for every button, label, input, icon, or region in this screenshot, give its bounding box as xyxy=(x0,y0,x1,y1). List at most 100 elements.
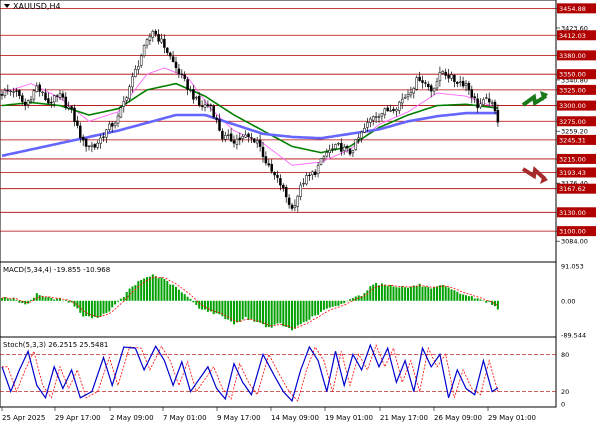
stoch-axis: 80 20 0 xyxy=(561,351,569,409)
level-tag-label-0: 3454.88 xyxy=(559,5,586,13)
candle-body-61 xyxy=(177,68,181,75)
macd-bar-153 xyxy=(444,286,447,301)
macd-bar-162 xyxy=(470,296,473,301)
level-tag-label-11: 3130.00 xyxy=(559,209,586,217)
macd-bar-165 xyxy=(479,299,482,301)
candle-body-37 xyxy=(108,123,111,130)
candle-body-80 xyxy=(232,140,236,144)
macd-bar-127 xyxy=(369,286,372,301)
candle-body-127 xyxy=(369,118,372,123)
candle-body-91 xyxy=(264,156,268,164)
symbol-title: XAUUSD,H4 xyxy=(4,2,61,11)
macd-bar-100 xyxy=(291,300,293,331)
candle-body-78 xyxy=(226,134,230,136)
candle-body-22 xyxy=(64,96,68,108)
candle-body-164 xyxy=(476,98,479,109)
level-tag-label-6: 3275.00 xyxy=(559,118,586,126)
candle-body-43 xyxy=(125,97,128,101)
macd-bar-168 xyxy=(488,300,491,302)
macd-bar-33 xyxy=(96,300,99,318)
candle-body-138 xyxy=(400,98,404,104)
macd-bar-49 xyxy=(143,278,146,301)
candle-body-17 xyxy=(50,101,53,104)
candle-body-31 xyxy=(90,144,94,147)
candle-body-8 xyxy=(23,101,27,106)
candle-body-152 xyxy=(441,71,445,74)
candle-body-59 xyxy=(171,56,175,62)
macd-tick-label-2: -89.544 xyxy=(561,332,586,340)
candle-body-75 xyxy=(218,119,221,131)
candle-body-126 xyxy=(366,122,369,128)
time-tick-label-3: 7 May 01:00 xyxy=(163,414,207,422)
dropdown-triangle-icon[interactable] xyxy=(4,4,10,8)
candle-body-147 xyxy=(427,83,430,88)
level-tag-5 xyxy=(557,100,596,111)
macd-bar-74 xyxy=(215,300,218,314)
candle-body-62 xyxy=(180,73,184,75)
candle-body-128 xyxy=(371,116,375,121)
level-tag-label-2: 3380.00 xyxy=(559,52,586,60)
macd-bar-103 xyxy=(299,300,302,325)
level-tag-8 xyxy=(557,153,596,164)
candle-body-167 xyxy=(485,97,488,99)
candle-body-117 xyxy=(340,143,343,152)
candle-body-149 xyxy=(432,87,436,92)
macd-signal-line xyxy=(1,276,499,329)
macd-bar-161 xyxy=(467,296,470,301)
macd-bar-32 xyxy=(93,300,96,317)
moving-averages xyxy=(1,67,499,166)
candle-body-115 xyxy=(334,144,337,149)
candle-body-112 xyxy=(325,152,329,157)
candle-body-93 xyxy=(270,164,273,172)
candle-body-77 xyxy=(224,135,227,140)
zigzag-down-arrow-icon xyxy=(521,166,548,184)
candle-body-102 xyxy=(296,195,300,207)
time-tick-label-2: 2 May 09:00 xyxy=(110,414,154,422)
candle-body-109 xyxy=(316,165,320,174)
candle-body-163 xyxy=(473,96,476,99)
time-tick-label-0: 25 Apr 2025 xyxy=(2,414,45,422)
macd-bar-125 xyxy=(363,293,366,301)
candle-body-130 xyxy=(377,116,381,118)
candle-body-34 xyxy=(99,137,102,144)
macd-bar-20 xyxy=(59,298,61,301)
macd-histogram xyxy=(1,274,499,331)
macd-bar-164 xyxy=(476,298,479,301)
macd-bar-137 xyxy=(398,287,401,301)
macd-bar-139 xyxy=(404,287,407,301)
candle-body-134 xyxy=(389,110,392,112)
macd-bar-37 xyxy=(108,300,111,312)
macd-bar-77 xyxy=(224,300,227,320)
macd-bar-146 xyxy=(424,286,427,301)
macd-bar-65 xyxy=(189,298,192,301)
macd-bar-25 xyxy=(73,300,76,307)
candle-body-32 xyxy=(93,144,97,148)
macd-bar-40 xyxy=(117,300,119,302)
candle-body-155 xyxy=(450,74,453,79)
candle-body-5 xyxy=(15,90,18,92)
macd-bar-0 xyxy=(1,298,3,301)
macd-bar-43 xyxy=(125,291,128,301)
time-tick-label-5: 14 May 09:00 xyxy=(271,414,319,422)
level-tag-label-5: 3300.00 xyxy=(559,102,586,110)
macd-bar-45 xyxy=(131,286,134,301)
candle-body-52 xyxy=(151,31,155,38)
candle-body-72 xyxy=(209,104,213,107)
macd-bar-128 xyxy=(372,284,375,301)
macd-bar-156 xyxy=(453,290,456,301)
candle-body-35 xyxy=(102,136,105,138)
macd-bar-151 xyxy=(438,285,441,301)
candle-body-87 xyxy=(253,138,256,143)
candle-body-105 xyxy=(305,175,308,185)
macd-bar-9 xyxy=(27,300,30,304)
candle-body-79 xyxy=(229,133,233,142)
price-tick-label-13: 3176.40 xyxy=(561,180,588,188)
macd-bar-92 xyxy=(267,300,270,328)
candle-body-111 xyxy=(322,156,326,159)
candle-body-83 xyxy=(241,136,244,139)
macd-bar-50 xyxy=(146,277,148,301)
macd-bar-79 xyxy=(230,300,233,322)
candle-body-136 xyxy=(395,108,398,112)
level-tag-label-1: 3412.03 xyxy=(559,32,586,40)
level-tag-label-8: 3215.00 xyxy=(559,155,586,163)
